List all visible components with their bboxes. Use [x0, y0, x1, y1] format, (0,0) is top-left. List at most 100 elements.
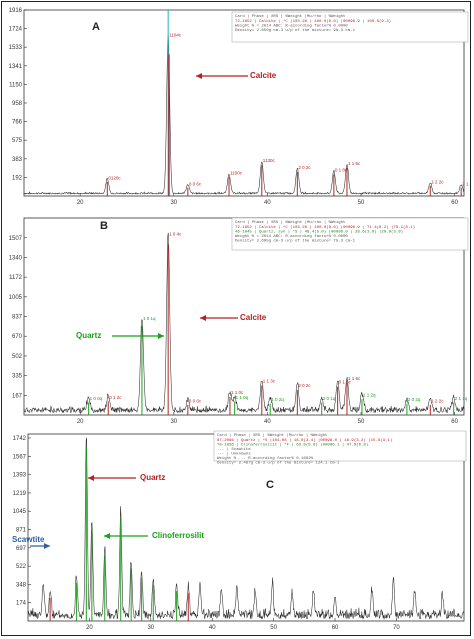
y-tick-label: 1567	[13, 454, 27, 460]
peak-hkl-label: 1 0 2q	[271, 397, 284, 402]
peak-hkl-label: 1 1 3c	[263, 378, 276, 383]
chart-C: 174 348 522 697 871 1045 1219 1393 1567 1742 20 30 4…	[12, 430, 467, 631]
peak-hkl-label: 2 0 2c	[298, 165, 311, 170]
annotation-arrowhead	[104, 533, 110, 539]
peak-hkl-label: 1100c	[230, 171, 243, 176]
y-tick-label: 383	[12, 157, 23, 163]
x-tick-label: 30	[170, 419, 177, 425]
phase-info-line: Density= 2.487g cm-3 u/p of the mixture=…	[217, 461, 340, 466]
annotation-arrowhead	[88, 475, 94, 481]
annotation-label: Clinoferrosilit	[152, 531, 204, 540]
diffraction-pattern	[23, 35, 465, 195]
annotation-label: Calcite	[240, 313, 267, 322]
xrd-chart-c: 174 348 522 697 871 1045 1219 1393 1567 1742 20 30 4…	[12, 430, 467, 631]
chart-B: 167 335 502 670 837 1005 1172 1340 1507 20 30 40 50 6…	[9, 217, 469, 425]
y-tick-label: 1341	[9, 64, 23, 70]
y-tick-label: 575	[12, 138, 23, 144]
x-tick-label: 30	[170, 200, 177, 206]
y-tick-label: 1045	[13, 509, 27, 515]
phase-info-line: Weight % = 2014 ABC: R-according factor%…	[235, 234, 348, 239]
y-tick-label: 766	[12, 120, 23, 126]
y-tick-label: 1150	[9, 82, 23, 88]
y-tick-label: 174	[16, 601, 27, 607]
peak-hkl-label: 1 1 6c	[348, 376, 361, 381]
phase-info-box	[213, 430, 467, 462]
annotation-label: Quartz	[76, 331, 101, 340]
panel-letter: A	[92, 21, 100, 33]
x-tick-label: 20	[77, 419, 84, 425]
x-tick-label: 30	[147, 625, 154, 631]
y-tick-label: 1340	[9, 255, 23, 261]
y-tick-label: 335	[12, 374, 23, 380]
y-tick-label: 1219	[13, 491, 27, 497]
annotation-label: Quartz	[140, 473, 165, 482]
peak-hkl-label: 1 1 2q	[363, 393, 376, 398]
x-tick-label: 20	[86, 625, 93, 631]
y-tick-label: 697	[16, 546, 27, 552]
peak-hkl-label: 1104c	[169, 33, 182, 38]
panel-letter: B	[100, 220, 108, 232]
y-tick-label: 1005	[9, 295, 23, 301]
x-tick-label: 40	[209, 625, 216, 631]
phase-info-line: Weight % = 2014 ABC: R-according factor%…	[235, 24, 348, 29]
phase-info-box	[231, 11, 469, 43]
x-tick-label: 60	[451, 419, 458, 425]
y-tick-label: 1393	[13, 473, 27, 479]
y-tick-label: 502	[12, 354, 23, 360]
peak-hkl-label: 2 1 4c	[462, 181, 470, 186]
x-tick-label: 40	[264, 419, 271, 425]
y-tick-label: 348	[16, 582, 27, 588]
phase-info-line: 72-1652 | Calcite | *C |103.28 | 100.0(9…	[235, 19, 391, 24]
x-tick-label: 60	[451, 200, 458, 206]
peak-hkl-label: 1 2 2c	[431, 398, 444, 403]
panel-letter: C	[266, 479, 274, 491]
phase-info-line: 72-1652 | Calcite | *C |103.28 | 100.0(9…	[235, 225, 415, 230]
diffraction-pattern	[23, 232, 465, 414]
peak-hkl-label: 0 0 6c	[189, 181, 202, 186]
y-tick-label: 192	[12, 175, 23, 181]
phase-info-line: Weight % ... R-according factor% 0.1662%	[217, 456, 314, 461]
peak-hkl-label: 2 1 1q	[455, 396, 468, 401]
x-tick-label: 70	[393, 625, 400, 631]
y-tick-label: 1916	[9, 8, 23, 14]
y-tick-label: 1533	[9, 45, 23, 51]
peak-hkl-label: 0 1 8c	[339, 380, 352, 385]
xrd-chart-b: 167 335 502 670 837 1005 1172 1340 1507 20 30 40 50 6…	[9, 217, 469, 425]
annotation-arrowhead	[200, 315, 206, 321]
x-tick-label: 50	[358, 200, 365, 206]
diffraction-pattern	[27, 437, 465, 620]
peak-hkl-label: 1 1 6c	[348, 161, 361, 166]
peak-hkl-label: 1 0 4c	[169, 231, 182, 236]
phase-info-line: Density= 2.650g cm-3 u/p of the mixture=…	[235, 28, 356, 33]
phase-info-line: --- | Unknowns	[217, 452, 251, 457]
y-tick-label: 837	[12, 315, 23, 321]
annotation-arrowhead	[44, 543, 50, 549]
phase-info-header: Card | Phase | XRS | %Weight |Mu/rho | %…	[235, 220, 345, 225]
peak-hkl-label: 1 1 0c	[231, 390, 244, 395]
phase-info-line: 87-2096 | Quartz | *S |104.08 | 18.0(3.4…	[217, 438, 392, 443]
peak-hkl-label: 2 0 2q	[408, 397, 421, 402]
peak-hkl-label: 1 0 1q	[143, 316, 156, 321]
phase-info-line: 70-1836 | Clinoferrosilit | *F | 63.9(8.…	[217, 443, 368, 448]
y-tick-label: 1724	[9, 27, 23, 33]
xrd-panel-a: 192 383 575 766 958 1150 1341 1533 1724 1916 20 30 4…	[4, 4, 470, 209]
annotation-arrowhead	[196, 73, 202, 79]
y-tick-label: 1507	[9, 236, 23, 242]
y-tick-label: 871	[16, 527, 27, 533]
peak-hkl-label: 1130c	[263, 158, 276, 163]
xrd-panel-c: 174 348 522 697 871 1045 1219 1393 1567 1742 20 30 4…	[4, 428, 470, 634]
xrd-chart-a: 192 383 575 766 958 1150 1341 1533 1724 1916 20 30 4…	[9, 8, 470, 206]
y-tick-label: 1742	[13, 436, 27, 442]
peak-hkl-label: 0120c	[108, 175, 121, 180]
y-tick-label: 1172	[9, 275, 23, 281]
x-tick-label: 20	[77, 200, 84, 206]
y-tick-label: 167	[12, 393, 23, 399]
peak-hkl-label: 0 1 2c	[109, 395, 122, 400]
xrd-panel-b: 167 335 502 670 837 1005 1172 1340 1507 20 30 40 50 6…	[4, 212, 470, 426]
peak-hkl-label: 2 0 1q	[323, 396, 336, 401]
peak-hkl-label: 1 2 2c	[431, 179, 444, 184]
y-tick-label: 670	[12, 334, 23, 340]
x-tick-label: 50	[358, 419, 365, 425]
x-tick-label: 50	[270, 625, 277, 631]
